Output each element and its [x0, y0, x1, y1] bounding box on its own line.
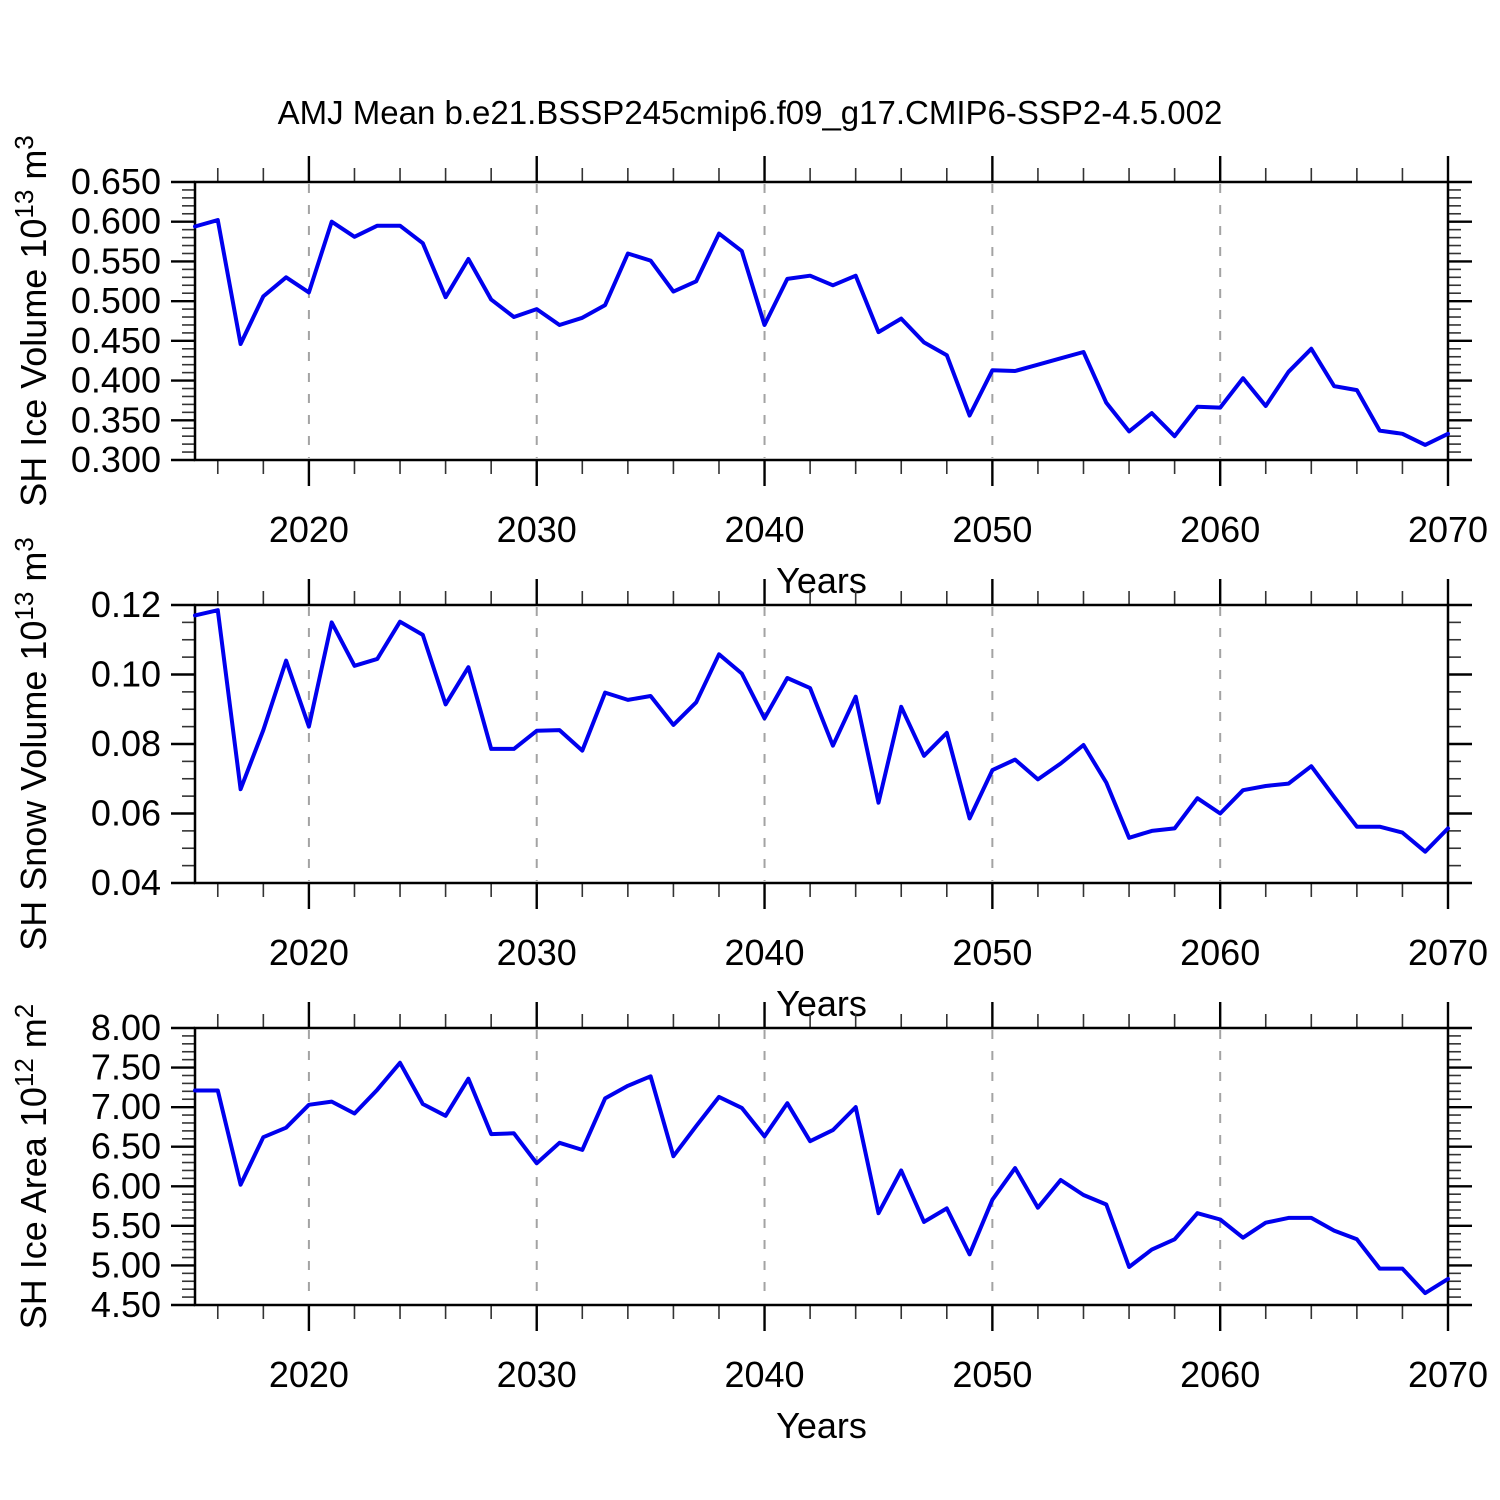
- panel-sh-ice-area: 4.505.005.506.006.507.007.508.00 2020 2030…: [9, 1002, 1488, 1446]
- panel-sh-ice-volume: 0.3000.3500.4000.4500.5000.5500.6000.650…: [9, 135, 1488, 601]
- plot-frame: [193, 180, 1450, 462]
- y-tick-label: 7.50: [91, 1047, 161, 1088]
- y-tick-label: 0.300: [71, 439, 161, 480]
- x-axis-title: Years: [776, 1405, 867, 1446]
- series-line-sh-ice-area: [193, 1060, 1450, 1296]
- y-tick-label: 0.10: [91, 654, 161, 695]
- x-tick-label: 2030: [497, 509, 577, 550]
- y-tick-label: 0.500: [71, 280, 161, 321]
- x-tick-label: 2050: [952, 509, 1032, 550]
- x-tick-label: 2020: [269, 509, 349, 550]
- x-tick-label: 2040: [724, 1354, 804, 1395]
- y-tick-label: 0.06: [91, 793, 161, 834]
- x-tick-label: 2030: [497, 932, 577, 973]
- x-tick-label: 2060: [1180, 509, 1260, 550]
- x-tick-label: 2050: [952, 932, 1032, 973]
- x-tick-label: 2040: [724, 509, 804, 550]
- x-tick-label: 2040: [724, 932, 804, 973]
- series-line-sh-ice-volume: [193, 218, 1450, 447]
- y-tick-label: 0.550: [71, 240, 161, 281]
- x-tick-label: 2050: [952, 1354, 1032, 1395]
- y-tick-label: 8.00: [91, 1007, 161, 1048]
- panel-sh-snow-volume: 0.04 0.06 0.08 0.10 0.12 2020 2030 2040 2050 2060…: [9, 537, 1488, 1024]
- series-line-sh-snow-volume: [193, 608, 1450, 854]
- y-tick-label: 0.400: [71, 360, 161, 401]
- x-tick-label: 2060: [1180, 932, 1260, 973]
- chart-title: AMJ Mean b.e21.BSSP245cmip6.f09_g17.CMIP…: [277, 94, 1223, 131]
- x-tick-label: 2030: [497, 1354, 577, 1395]
- x-axis-title: Years: [776, 560, 867, 601]
- y-tick-label: 0.450: [71, 320, 161, 361]
- x-tick-label: 2060: [1180, 1354, 1260, 1395]
- y-axis-title: SH Snow Volume 1013 m3: [9, 537, 54, 951]
- y-axis-title: SH Ice Area 1012 m2: [9, 1004, 54, 1330]
- y-tick-label: 0.08: [91, 723, 161, 764]
- x-axis-title: Years: [776, 983, 867, 1024]
- y-tick-label: 0.12: [91, 584, 161, 625]
- x-tick-label: 2070: [1408, 932, 1488, 973]
- y-tick-label: 7.00: [91, 1086, 161, 1127]
- x-tick-label: 2020: [269, 1354, 349, 1395]
- x-tick-label: 2070: [1408, 1354, 1488, 1395]
- y-tick-label: 0.04: [91, 862, 161, 903]
- y-tick-label: 0.350: [71, 399, 161, 440]
- y-tick-label: 4.50: [91, 1284, 161, 1325]
- y-tick-label: 6.50: [91, 1126, 161, 1167]
- y-tick-label: 6.00: [91, 1165, 161, 1206]
- y-tick-label: 5.50: [91, 1205, 161, 1246]
- y-tick-label: 5.00: [91, 1244, 161, 1285]
- plot-frame: [193, 1026, 1450, 1307]
- y-tick-label: 0.600: [71, 201, 161, 242]
- y-axis-title: SH Ice Volume 1013 m3: [9, 135, 54, 507]
- x-tick-label: 2020: [269, 932, 349, 973]
- y-tick-label: 0.650: [71, 161, 161, 202]
- x-tick-label: 2070: [1408, 509, 1488, 550]
- plot-frame: [193, 603, 1450, 885]
